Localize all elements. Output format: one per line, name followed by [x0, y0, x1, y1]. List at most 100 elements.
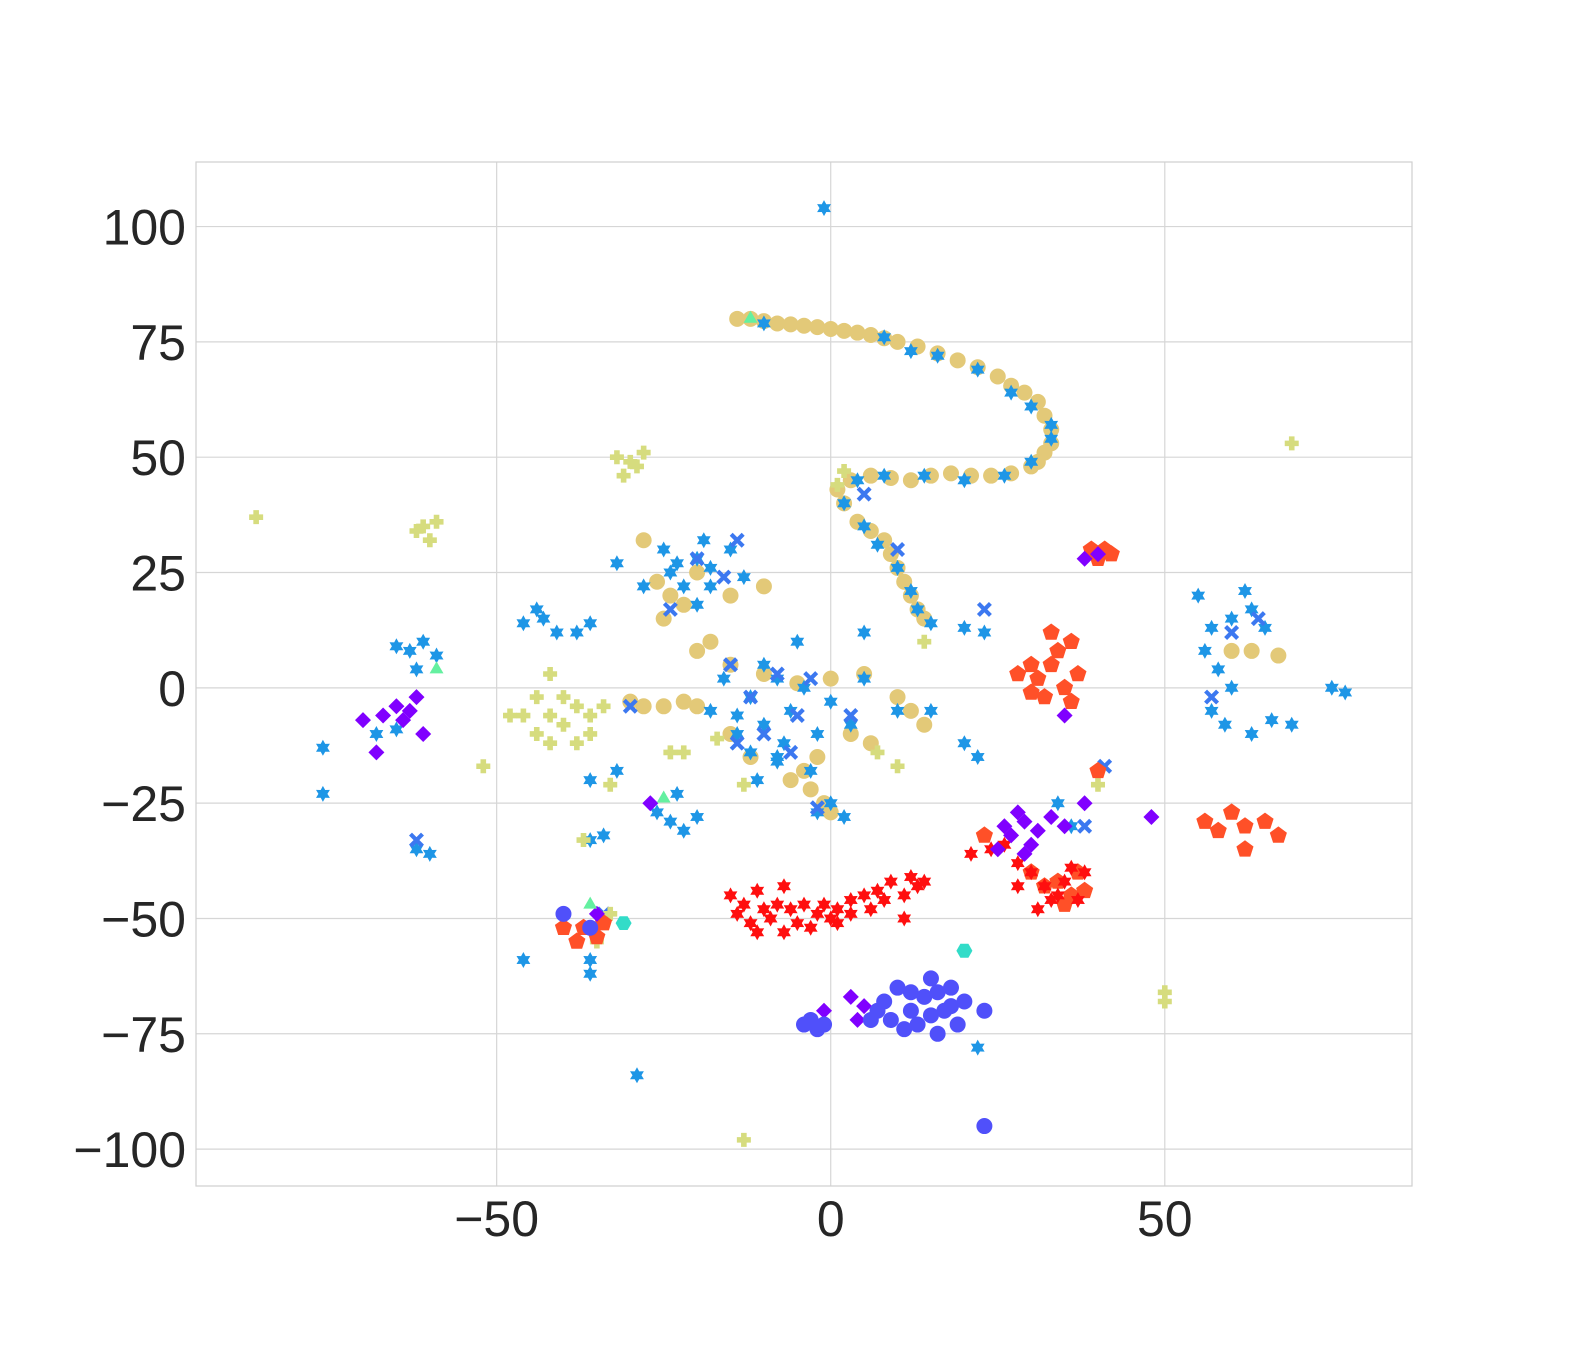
data-point: [1009, 804, 1026, 821]
data-point: [816, 1016, 833, 1033]
data-point: [809, 800, 825, 816]
data-point: [729, 532, 745, 548]
data-point: [949, 352, 966, 369]
data-point: [670, 785, 684, 802]
data-point: [777, 735, 791, 752]
data-point: [1102, 545, 1120, 562]
data-point: [757, 315, 771, 332]
data-point: [830, 915, 845, 932]
data-point: [703, 578, 718, 595]
data-point: [750, 772, 765, 789]
data-point: [1157, 985, 1172, 1000]
data-point: [582, 919, 599, 936]
data-point: [917, 634, 932, 649]
y-tick-label: −50: [101, 891, 186, 947]
data-point: [782, 772, 799, 789]
data-point: [964, 845, 978, 862]
data-point: [770, 896, 785, 913]
data-point: [649, 573, 666, 590]
data-point: [816, 1002, 832, 1019]
data-point: [1157, 994, 1172, 1009]
data-point: [689, 551, 705, 567]
data-point: [1051, 795, 1065, 812]
data-point: [583, 952, 598, 968]
data-point: [757, 656, 771, 673]
data-point: [890, 541, 906, 557]
data-point: [877, 329, 892, 346]
data-point: [802, 1011, 819, 1028]
data-point: [409, 841, 424, 858]
data-point: [1062, 692, 1080, 709]
data-point: [757, 716, 771, 733]
data-point: [1270, 647, 1287, 664]
data-point: [817, 200, 831, 217]
data-point: [1211, 661, 1226, 678]
data-point: [722, 587, 739, 604]
data-point: [777, 878, 791, 895]
data-point: [856, 486, 872, 502]
data-point: [623, 454, 638, 469]
data-point: [1090, 777, 1105, 792]
data-point: [429, 661, 444, 674]
data-point: [689, 642, 706, 659]
y-tick-label: 50: [130, 430, 186, 486]
data-point: [863, 901, 878, 918]
data-point: [890, 759, 905, 774]
data-point: [543, 667, 558, 681]
data-point: [1224, 610, 1239, 627]
data-point: [862, 326, 879, 343]
data-point: [750, 882, 765, 899]
data-point: [583, 896, 598, 909]
data-point: [689, 698, 706, 715]
data-point: [837, 464, 852, 479]
data-point: [889, 333, 906, 350]
data-point: [716, 670, 731, 687]
data-point: [529, 690, 544, 705]
data-point: [842, 725, 859, 742]
data-point: [830, 477, 845, 492]
data-point: [730, 707, 745, 724]
data-point: [555, 905, 572, 922]
data-point: [583, 726, 598, 741]
data-point: [1044, 892, 1059, 908]
data-point: [603, 777, 618, 792]
data-point: [870, 536, 885, 553]
data-point: [675, 693, 692, 710]
data-point: [316, 785, 330, 802]
data-point: [569, 699, 584, 714]
data-point: [1224, 679, 1239, 696]
data-point: [1071, 892, 1085, 908]
data-point: [1064, 859, 1079, 876]
data-point: [249, 510, 264, 525]
data-point: [796, 317, 812, 334]
data-point: [656, 541, 671, 558]
data-point: [902, 702, 919, 719]
data-point: [389, 721, 404, 738]
data-point: [549, 624, 564, 641]
data-point: [823, 693, 838, 710]
data-point: [1236, 817, 1254, 834]
data-point: [1204, 619, 1219, 636]
data-point: [1056, 818, 1073, 835]
data-point: [916, 716, 933, 733]
data-point: [1076, 881, 1094, 899]
data-point: [703, 559, 718, 576]
data-point: [736, 569, 751, 586]
data-point: [783, 744, 799, 760]
data-point: [1024, 398, 1039, 415]
data-point: [703, 702, 718, 719]
data-point: [409, 524, 424, 539]
data-point: [802, 781, 819, 798]
data-point: [890, 702, 905, 719]
data-point: [610, 555, 624, 572]
data-point: [689, 564, 706, 581]
data-point: [655, 698, 672, 715]
data-point: [843, 708, 859, 723]
data-point: [1044, 430, 1059, 447]
data-point: [676, 745, 691, 760]
data-point: [616, 468, 631, 483]
data-point: [997, 467, 1012, 484]
data-point: [743, 689, 759, 705]
data-point: [842, 988, 859, 1005]
data-point: [957, 472, 972, 489]
